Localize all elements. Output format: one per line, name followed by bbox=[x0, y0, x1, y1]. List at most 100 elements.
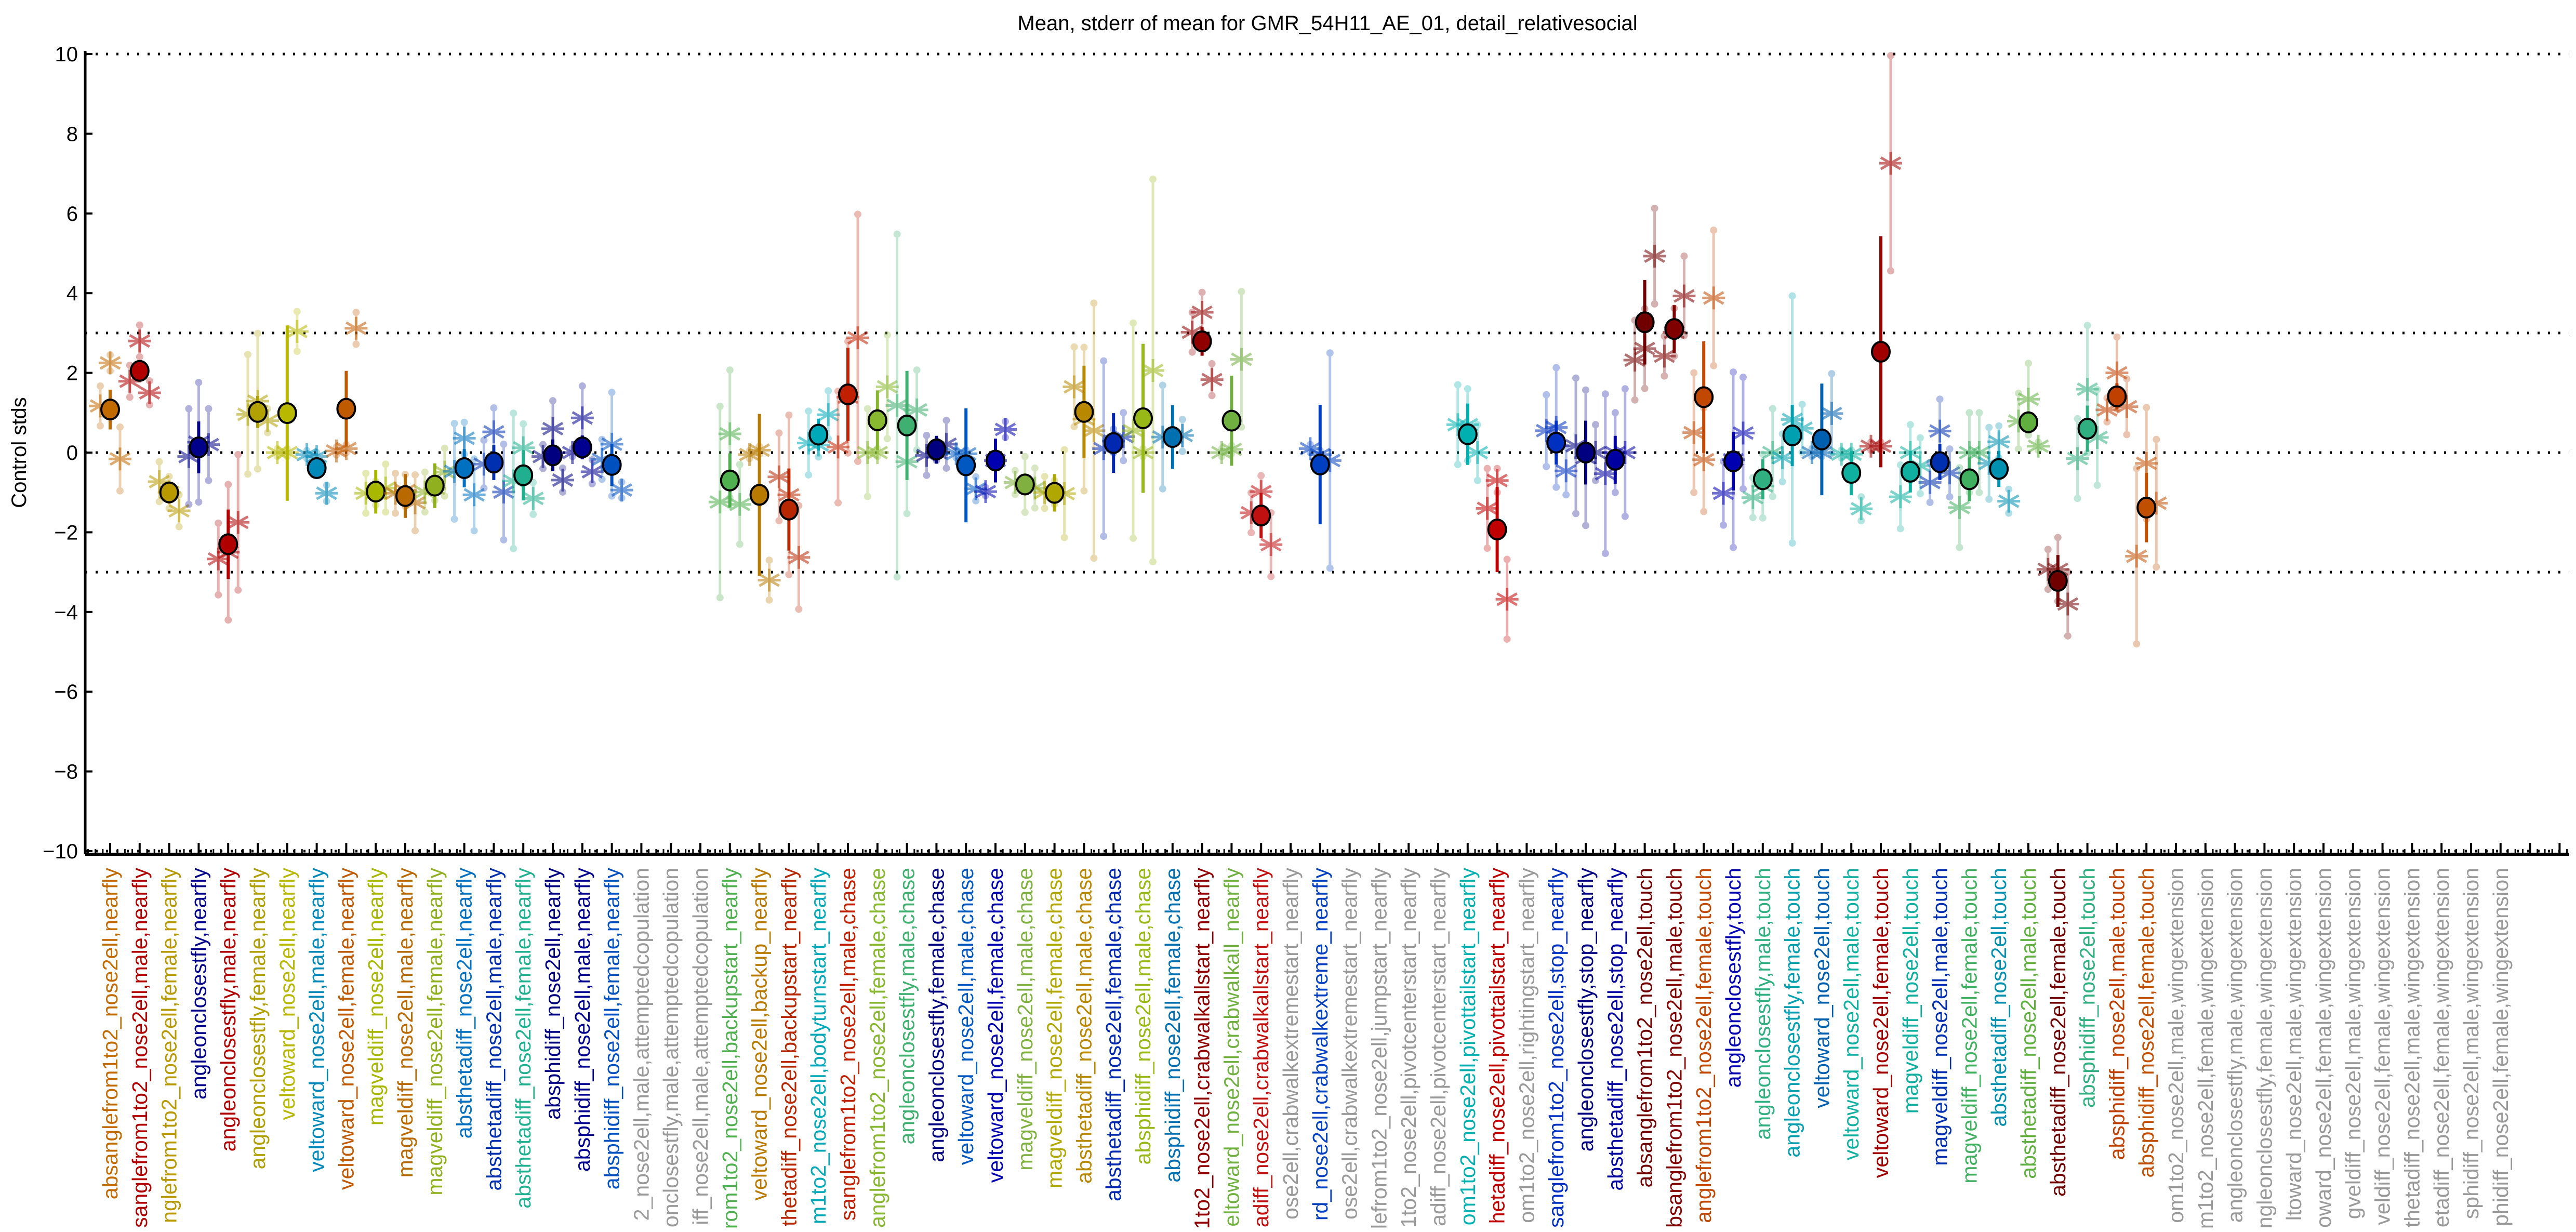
mean-marker bbox=[956, 454, 976, 476]
asterisk-errorbar-cap bbox=[510, 409, 517, 417]
category-39 bbox=[1210, 288, 1253, 466]
x-tick-label: absthetadiff_nose2ell,female,chase bbox=[1101, 868, 1125, 1201]
x-tick-label: veltoward_nose2ell,backup_nearfly bbox=[748, 868, 772, 1201]
mean-marker bbox=[1989, 458, 2009, 480]
asterisk-errorbar-cap bbox=[116, 487, 124, 495]
asterisk-errorbar-cap bbox=[1788, 292, 1796, 300]
individual-asterisk bbox=[344, 316, 368, 340]
asterisk-errorbar-cap bbox=[1601, 390, 1609, 398]
asterisk-errorbar-cap bbox=[1798, 401, 1806, 408]
individual-asterisk bbox=[1672, 284, 1696, 308]
asterisk-errorbar-cap bbox=[2093, 481, 2101, 489]
category-29 bbox=[915, 416, 958, 479]
x-tick-label: absthetadiff_nose2ell,stop_nearfly bbox=[1603, 868, 1627, 1191]
mean-marker bbox=[926, 438, 947, 460]
mean-marker bbox=[1133, 407, 1153, 430]
asterisk-errorbar-cap bbox=[293, 348, 301, 355]
asterisk-errorbar-cap bbox=[1975, 488, 1983, 496]
asterisk-errorbar-cap bbox=[185, 405, 193, 413]
asterisk-errorbar-cap bbox=[382, 460, 390, 468]
data-marks bbox=[89, 52, 2168, 648]
category-60 bbox=[1830, 443, 1873, 525]
asterisk-errorbar-cap bbox=[2044, 546, 2052, 553]
individual-asterisk bbox=[1928, 419, 1951, 443]
category-66 bbox=[2007, 360, 2050, 458]
individual-asterisk bbox=[1682, 421, 1706, 444]
asterisk-errorbar-cap bbox=[1267, 573, 1275, 580]
asterisk-errorbar-cap bbox=[175, 523, 183, 531]
individual-asterisk bbox=[1741, 486, 1764, 509]
individual-asterisk bbox=[905, 398, 928, 421]
asterisk-errorbar-cap bbox=[1011, 467, 1019, 474]
asterisk-errorbar-cap bbox=[490, 404, 498, 412]
asterisk-errorbar-cap bbox=[1247, 529, 1255, 537]
asterisk-errorbar-cap bbox=[1041, 505, 1048, 512]
mean-marker bbox=[1487, 519, 1507, 541]
mean-marker bbox=[218, 533, 238, 555]
asterisk-errorbar-cap bbox=[1621, 385, 1629, 393]
individual-asterisk bbox=[2076, 378, 2099, 401]
asterisk-errorbar-cap bbox=[1130, 319, 1137, 327]
asterisk-errorbar-cap bbox=[716, 594, 724, 602]
individual-asterisk bbox=[767, 465, 791, 488]
x-tick-label: om1to2_nose2ell,male,wingextension bbox=[2164, 868, 2188, 1223]
asterisk-errorbar-cap bbox=[145, 377, 153, 385]
mean-marker bbox=[1576, 442, 1596, 463]
individual-asterisk bbox=[315, 482, 338, 505]
x-tick-label: absthetadiff_nose2ell,male,nearfly bbox=[482, 868, 506, 1191]
individual-asterisk bbox=[522, 487, 545, 510]
individual-asterisk bbox=[974, 480, 997, 504]
asterisk-errorbar-cap bbox=[1740, 374, 1747, 381]
x-tick-label: iff_nose2ell,male,attemptedcopulation bbox=[688, 868, 712, 1225]
x-tick-label: veltoward_nose2ell,female,touch bbox=[1869, 868, 1893, 1178]
asterisk-errorbar-cap bbox=[215, 519, 222, 527]
y-tick-label: 6 bbox=[67, 203, 78, 226]
x-tick-label: absphidiff_nose2ell,female,touch bbox=[2134, 868, 2158, 1177]
category-11 bbox=[384, 469, 427, 535]
asterisk-errorbar-cap bbox=[411, 471, 419, 479]
x-tick-label: magveldiff_nose2ell,male,nearfly bbox=[393, 868, 417, 1178]
category-31 bbox=[974, 418, 1017, 504]
mean-marker bbox=[1959, 468, 1980, 491]
asterisk-errorbar-cap bbox=[1857, 517, 1865, 525]
asterisk-errorbar-cap bbox=[1552, 364, 1560, 372]
x-tick-label: absphidiff_nose2ell,touch bbox=[2076, 868, 2100, 1108]
mean-marker bbox=[1841, 462, 1862, 484]
x-tick-label: gveldiff_nose2ell,male,wingextension bbox=[2341, 868, 2365, 1219]
asterisk-errorbar-cap bbox=[1208, 392, 1216, 400]
individual-asterisk bbox=[885, 394, 909, 417]
asterisk-errorbar-cap bbox=[864, 405, 871, 413]
asterisk-errorbar-cap bbox=[185, 500, 193, 508]
individual-asterisk bbox=[1200, 368, 1224, 391]
individual-asterisk bbox=[758, 568, 781, 592]
asterisk-errorbar-cap bbox=[923, 471, 931, 479]
asterisk-errorbar-cap bbox=[893, 230, 901, 238]
asterisk-errorbar-cap bbox=[1454, 381, 1462, 389]
asterisk-errorbar-cap bbox=[411, 527, 419, 535]
individual-asterisk bbox=[492, 480, 515, 504]
asterisk-errorbar-cap bbox=[195, 379, 203, 387]
individual-asterisk bbox=[2105, 361, 2129, 385]
asterisk-errorbar-cap bbox=[1769, 493, 1776, 500]
asterisk-errorbar-cap bbox=[765, 596, 773, 604]
asterisk-errorbar-cap bbox=[972, 497, 980, 505]
category-58 bbox=[1771, 292, 1814, 547]
individual-asterisk bbox=[875, 375, 899, 399]
category-27 bbox=[856, 331, 899, 500]
category-53 bbox=[1623, 204, 1666, 404]
asterisk-errorbar-cap bbox=[578, 382, 586, 390]
asterisk-errorbar-cap bbox=[145, 401, 153, 408]
asterisk-errorbar-cap bbox=[520, 420, 527, 428]
mean-marker bbox=[2019, 411, 2038, 433]
asterisk-errorbar-cap bbox=[480, 484, 488, 492]
asterisk-errorbar-cap bbox=[942, 464, 950, 472]
asterisk-errorbar-cap bbox=[588, 480, 596, 487]
asterisk-errorbar-cap bbox=[775, 517, 783, 525]
mean-marker bbox=[808, 423, 829, 446]
x-tick-label: bsanglefrom1to2_nose2ell,male,touch bbox=[1662, 868, 1686, 1228]
asterisk-errorbar-cap bbox=[460, 418, 468, 426]
asterisk-errorbar-cap bbox=[1611, 409, 1619, 417]
asterisk-errorbar-cap bbox=[1060, 446, 1068, 454]
x-tick-label: angleonclosestfly,male,nearfly bbox=[216, 868, 240, 1152]
individual-asterisk bbox=[1190, 301, 1214, 324]
